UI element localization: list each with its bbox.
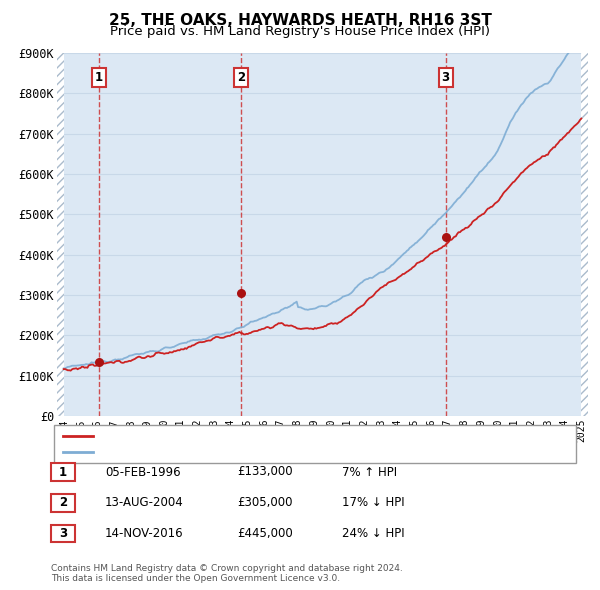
Text: £305,000: £305,000 (237, 496, 293, 509)
Text: 24% ↓ HPI: 24% ↓ HPI (342, 527, 404, 540)
Text: 17% ↓ HPI: 17% ↓ HPI (342, 496, 404, 509)
Bar (581, 53, 588, 416)
Text: 2: 2 (237, 71, 245, 84)
Text: 3: 3 (442, 71, 449, 84)
Text: 13-AUG-2004: 13-AUG-2004 (105, 496, 184, 509)
Text: 1: 1 (59, 466, 67, 478)
Text: HPI: Average price, detached house, Mid Sussex: HPI: Average price, detached house, Mid … (99, 447, 350, 457)
Text: 25, THE OAKS, HAYWARDS HEATH, RH16 3ST: 25, THE OAKS, HAYWARDS HEATH, RH16 3ST (109, 13, 491, 28)
Text: Contains HM Land Registry data © Crown copyright and database right 2024.
This d: Contains HM Land Registry data © Crown c… (51, 563, 403, 583)
Text: 25, THE OAKS, HAYWARDS HEATH, RH16 3ST (detached house): 25, THE OAKS, HAYWARDS HEATH, RH16 3ST (… (99, 431, 427, 441)
Text: 05-FEB-1996: 05-FEB-1996 (105, 466, 181, 478)
Text: 2: 2 (59, 496, 67, 509)
Bar (57, 53, 64, 416)
Text: 7% ↑ HPI: 7% ↑ HPI (342, 466, 397, 478)
Text: 14-NOV-2016: 14-NOV-2016 (105, 527, 184, 540)
Text: Price paid vs. HM Land Registry's House Price Index (HPI): Price paid vs. HM Land Registry's House … (110, 25, 490, 38)
Text: £133,000: £133,000 (237, 466, 293, 478)
Text: £445,000: £445,000 (237, 527, 293, 540)
Text: 3: 3 (59, 527, 67, 540)
Text: 1: 1 (95, 71, 103, 84)
